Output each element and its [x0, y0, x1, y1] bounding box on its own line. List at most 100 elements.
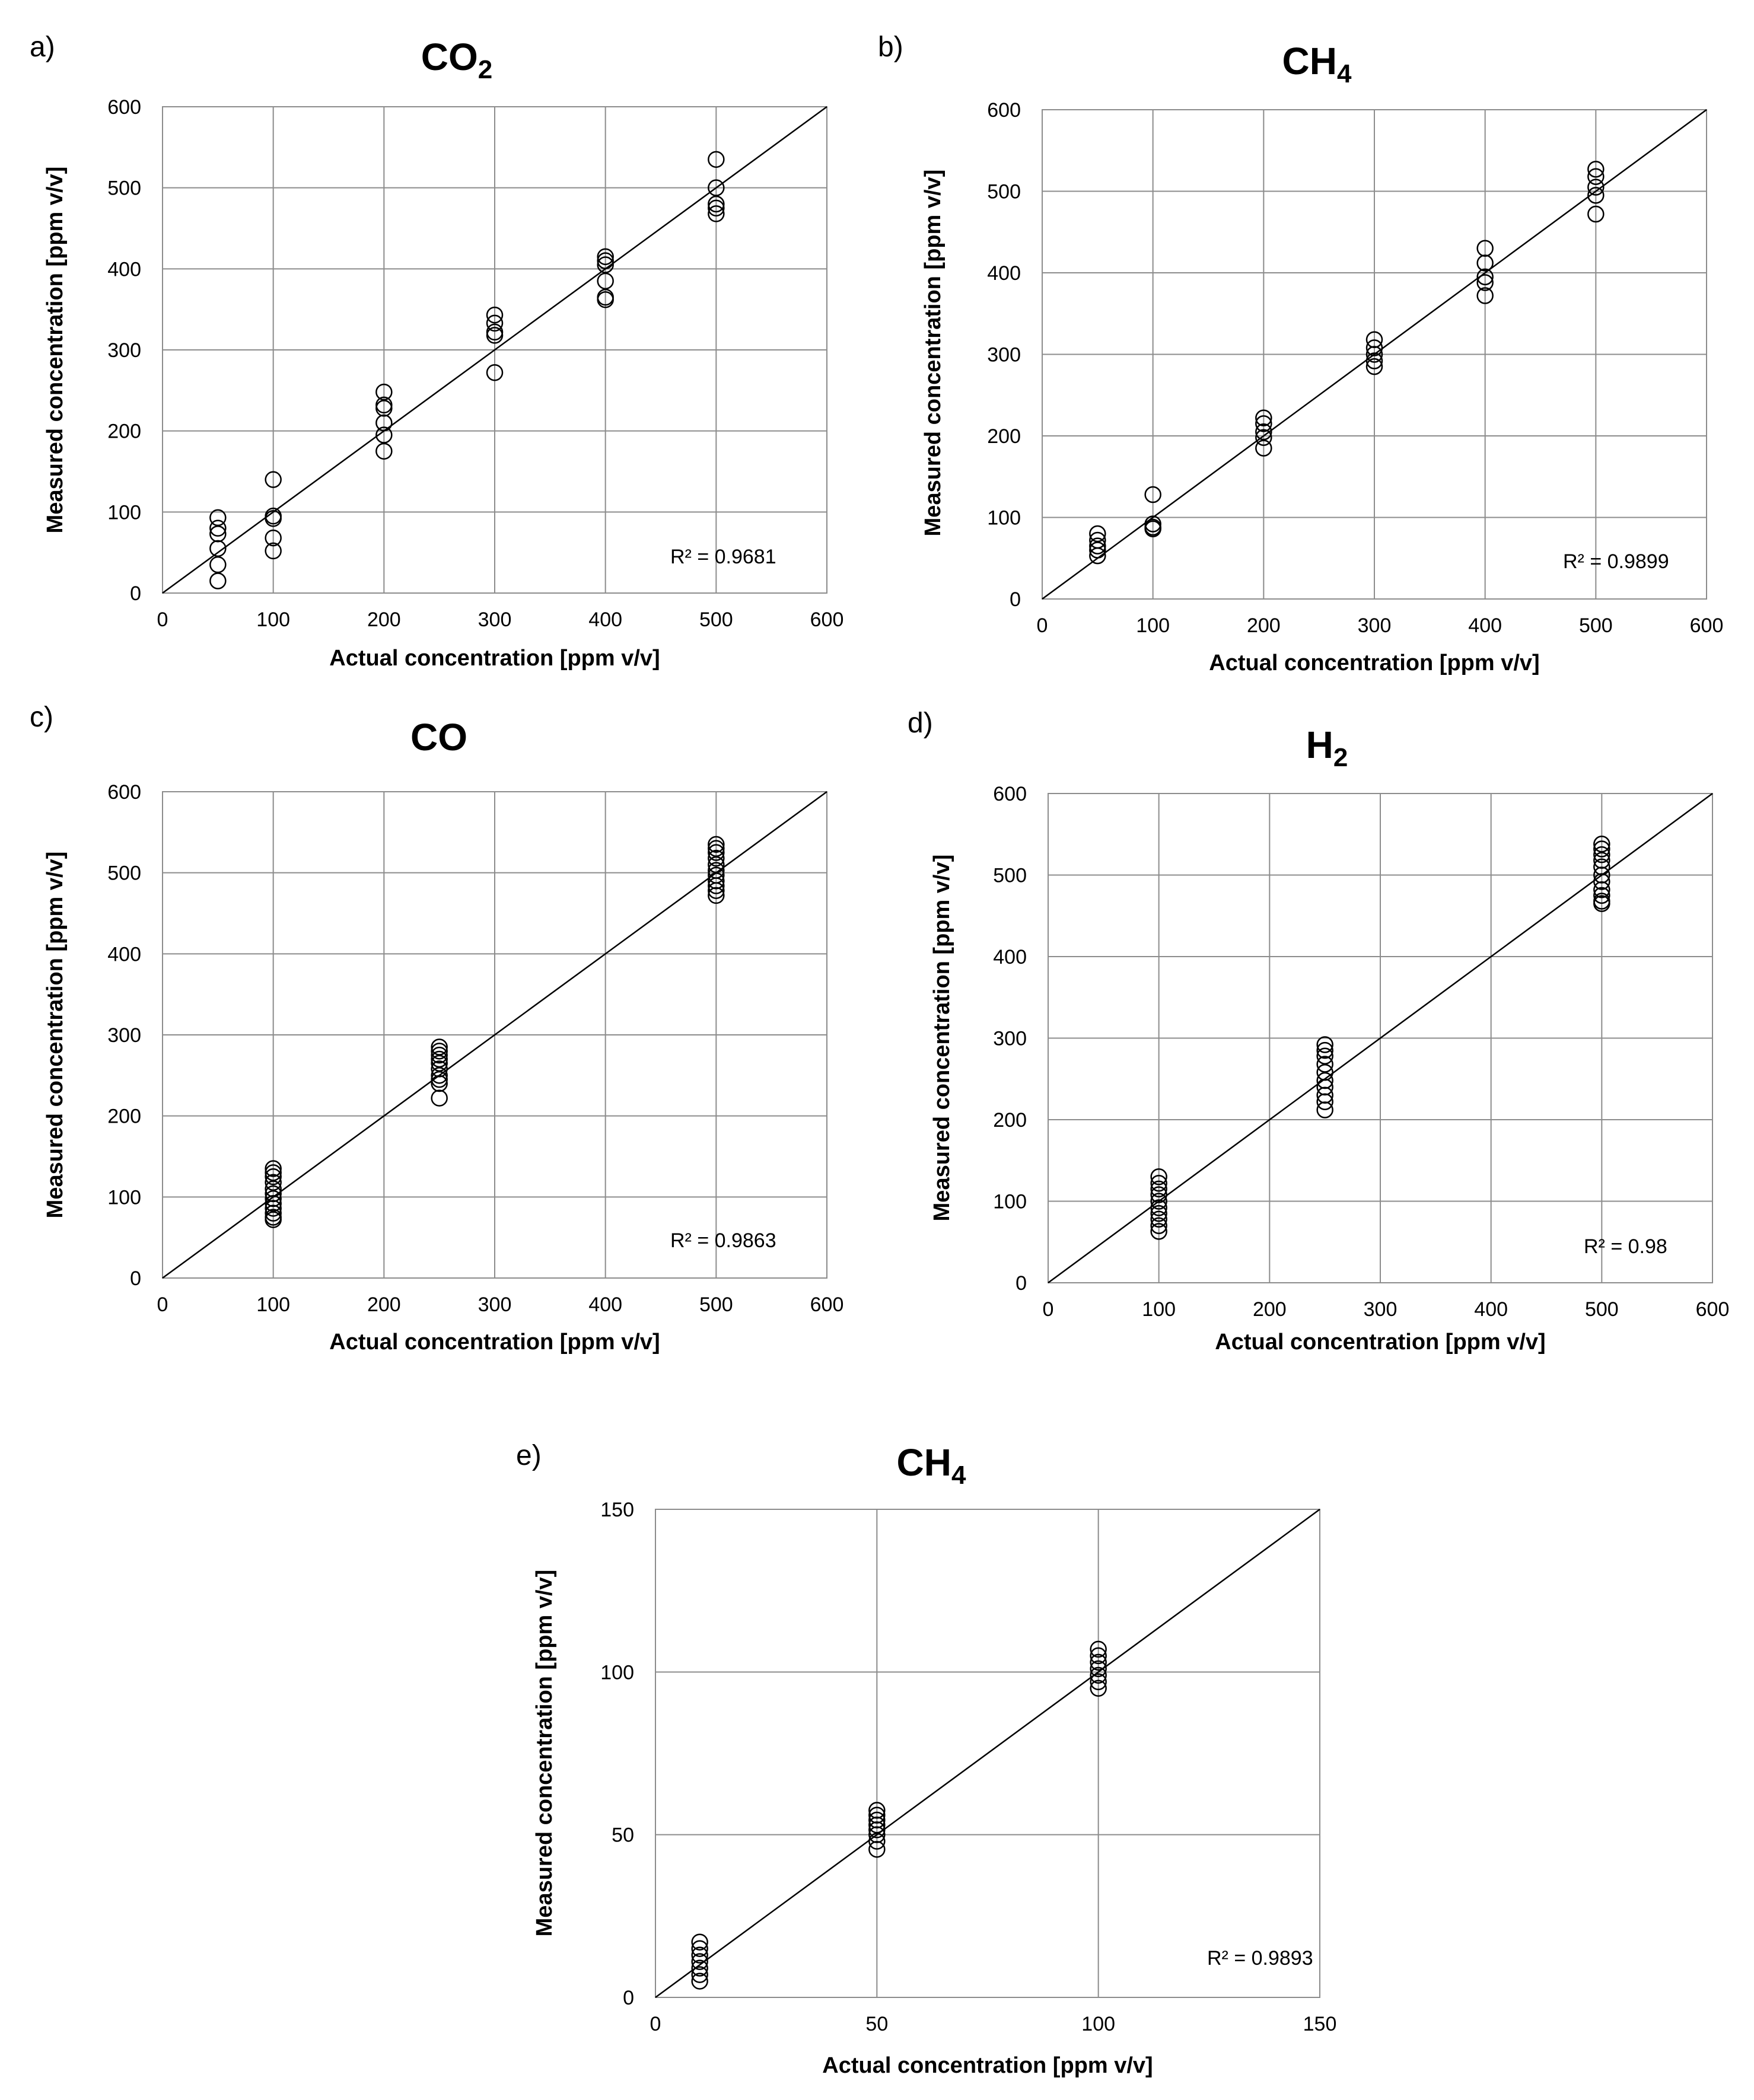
- data-point: [431, 1070, 448, 1088]
- data-point: [1150, 1186, 1167, 1203]
- y-tick-label: 100: [987, 507, 1021, 530]
- data-point: [1089, 547, 1106, 565]
- data-point: [691, 1972, 708, 1990]
- data-point: [691, 1946, 708, 1964]
- data-point: [1150, 1199, 1167, 1216]
- y-tick-label: 100: [107, 501, 141, 524]
- data-point: [1150, 1204, 1167, 1222]
- data-point: [265, 1174, 282, 1191]
- x-tick-label: 600: [1690, 614, 1724, 637]
- data-point: [431, 1038, 448, 1056]
- data-point: [1150, 1175, 1167, 1192]
- data-point: [868, 1841, 886, 1858]
- x-tick-label: 600: [810, 608, 844, 631]
- x-tick-label: 400: [1474, 1298, 1508, 1321]
- data-point: [708, 840, 725, 857]
- y-tick-label: 300: [107, 339, 141, 362]
- chart-title: CH4: [1282, 40, 1352, 88]
- y-tick-label: 100: [107, 1186, 141, 1209]
- data-point: [1255, 423, 1272, 441]
- x-tick-label: 100: [1081, 2013, 1115, 2035]
- x-tick-label: 400: [1468, 614, 1502, 637]
- data-point: [1089, 525, 1106, 543]
- data-point: [1090, 1647, 1107, 1665]
- x-tick-label: 600: [1696, 1298, 1730, 1321]
- panel-label: a): [30, 31, 55, 63]
- r-squared-label: R² = 0.9863: [670, 1229, 776, 1252]
- y-tick-label: 300: [987, 344, 1021, 367]
- chart-title-main: CO: [410, 716, 467, 759]
- data-point: [375, 442, 393, 460]
- data-point: [431, 1054, 448, 1072]
- y-tick-label: 600: [987, 99, 1021, 122]
- data-point: [868, 1821, 886, 1838]
- data-point: [708, 877, 725, 894]
- data-point: [1150, 1223, 1167, 1240]
- x-tick-label: 0: [1043, 1298, 1054, 1321]
- data-point: [431, 1050, 448, 1068]
- data-point: [431, 1043, 448, 1060]
- x-tick-label: 200: [367, 1293, 401, 1316]
- data-point: [486, 314, 504, 332]
- chart-title-subscript: 2: [1333, 743, 1348, 772]
- x-tick-label: 600: [810, 1293, 844, 1316]
- data-point: [708, 151, 725, 168]
- x-tick-label: 0: [157, 608, 168, 631]
- data-point: [708, 199, 725, 217]
- data-point: [691, 1959, 708, 1977]
- data-point: [708, 872, 725, 890]
- trendline: [1042, 109, 1707, 600]
- x-tick-label: 500: [1585, 1298, 1619, 1321]
- data-point: [708, 887, 725, 904]
- chart-title: CH4: [897, 1441, 966, 1490]
- data-point: [1090, 1660, 1107, 1678]
- data-point: [209, 520, 227, 537]
- chart-title-subscript: 4: [1337, 59, 1352, 88]
- data-point: [486, 327, 504, 344]
- x-tick-label: 100: [1136, 614, 1170, 637]
- chart-title-subscript: 2: [478, 55, 492, 84]
- data-point: [1316, 1047, 1333, 1065]
- x-tick-label: 500: [1579, 614, 1613, 637]
- data-point: [1150, 1168, 1167, 1186]
- panel-label: b): [878, 31, 903, 63]
- y-tick-label: 500: [107, 177, 141, 200]
- x-tick-label: 500: [699, 1293, 733, 1316]
- data-point: [1255, 439, 1272, 457]
- data-point: [1476, 274, 1494, 291]
- y-tick-label: 0: [130, 582, 141, 605]
- data-point: [265, 1200, 282, 1217]
- data-point: [1316, 1041, 1333, 1059]
- r-squared-label: R² = 0.9681: [670, 546, 776, 568]
- data-point: [431, 1060, 448, 1078]
- data-point: [708, 205, 725, 222]
- y-tick-label: 500: [987, 181, 1021, 203]
- x-tick-label: 400: [588, 608, 622, 631]
- data-point: [1090, 1666, 1107, 1684]
- y-tick-label: 200: [987, 425, 1021, 448]
- x-tick-label: 300: [478, 1293, 512, 1316]
- data-point: [1150, 1217, 1167, 1234]
- data-point: [1593, 895, 1610, 912]
- x-tick-label: 500: [699, 608, 733, 631]
- y-tick-label: 200: [107, 1105, 141, 1128]
- y-tick-label: 500: [993, 865, 1027, 887]
- chart-panel-1: 0 100 200 300 400 500 600 0 100 200 300 400 500 600 R²…: [30, 31, 843, 671]
- x-tick-label: 0: [157, 1293, 168, 1316]
- data-point: [1587, 187, 1605, 204]
- data-point: [1089, 541, 1106, 559]
- data-point: [1089, 537, 1106, 555]
- y-tick-label: 300: [107, 1024, 141, 1047]
- data-point: [209, 540, 227, 557]
- y-tick-label: 400: [107, 258, 141, 281]
- trendline: [655, 1508, 1320, 1999]
- data-point: [1316, 1101, 1333, 1118]
- data-point: [1593, 881, 1610, 898]
- x-tick-label: 0: [650, 2013, 661, 2035]
- data-point: [597, 272, 614, 290]
- data-point: [1150, 1180, 1167, 1198]
- r-squared-label: R² = 0.98: [1584, 1235, 1667, 1258]
- y-tick-label: 600: [993, 783, 1027, 805]
- data-point: [1593, 840, 1610, 858]
- data-point: [1150, 1210, 1167, 1228]
